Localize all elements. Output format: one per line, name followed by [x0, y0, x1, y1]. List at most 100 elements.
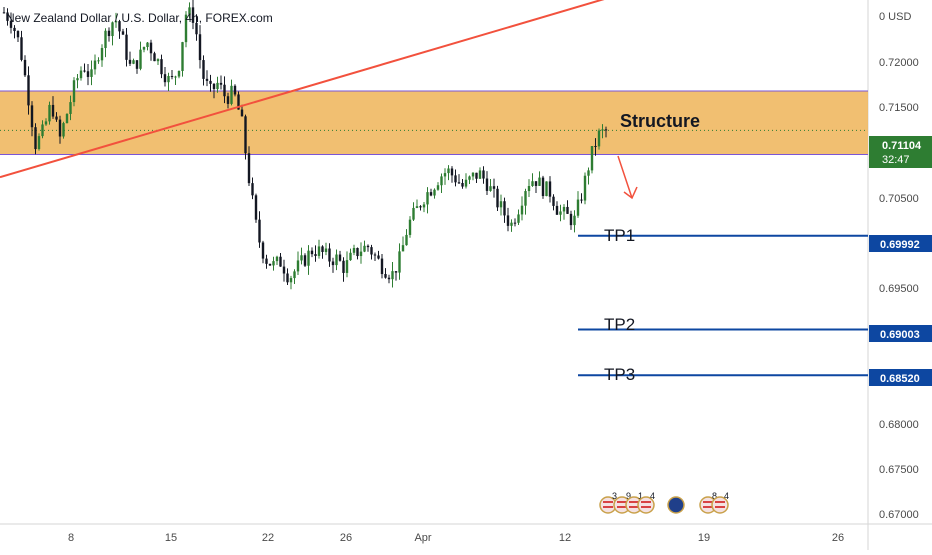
candle-body: [461, 183, 464, 187]
candle-body: [433, 189, 436, 196]
tp3-label: TP3: [604, 365, 635, 384]
candle-body: [128, 59, 132, 64]
structure-zone[interactable]: [0, 90, 868, 155]
candle-body: [331, 261, 335, 266]
candle-body: [576, 199, 580, 216]
candle-body: [475, 172, 478, 179]
us-flag-icon[interactable]: 4: [637, 491, 655, 514]
candle-body: [296, 260, 300, 272]
candle-body: [443, 173, 447, 177]
candle-body: [65, 113, 69, 124]
candle-body: [268, 263, 272, 266]
candle-body: [261, 242, 265, 259]
tp1-label: TP1: [604, 226, 635, 245]
candle-body: [454, 175, 457, 183]
candle-body: [520, 205, 524, 215]
candle-body: [27, 75, 30, 106]
time-tick: 15: [165, 532, 177, 544]
candle-body: [293, 271, 296, 279]
candle-body: [356, 247, 359, 257]
trendline[interactable]: [0, 0, 752, 179]
candle-body: [13, 27, 16, 32]
candle-body: [212, 83, 216, 90]
price-tick: 0.71500: [879, 102, 919, 114]
candle-body: [244, 116, 247, 154]
tp1-price-tag: 0.69992: [869, 235, 932, 252]
candle-body: [380, 258, 384, 275]
candle-body: [233, 85, 237, 95]
candle-body: [471, 172, 475, 177]
candle-body: [286, 273, 289, 283]
nz-flag-icon[interactable]: [667, 496, 685, 514]
candle-body: [223, 84, 226, 97]
candle-body: [156, 59, 160, 62]
candle-body: [230, 85, 233, 104]
candle-body: [104, 30, 107, 49]
plot-background: [0, 0, 868, 524]
candle-body: [450, 168, 454, 176]
candle-body: [135, 60, 139, 69]
countdown-timer: 32:47: [882, 154, 910, 166]
candle-body: [569, 213, 573, 226]
candle-body: [300, 255, 303, 261]
us-flag-icon[interactable]: 4: [711, 491, 729, 514]
candle-body: [394, 271, 398, 273]
candle-body: [583, 175, 587, 201]
tp2-label: TP2: [604, 315, 635, 334]
time-tick: 26: [832, 532, 844, 544]
candle-body: [457, 182, 461, 184]
candle-body: [195, 22, 198, 35]
candle-body: [573, 215, 576, 226]
candle-body: [422, 204, 426, 208]
candle-body: [254, 195, 258, 220]
candle-body: [517, 214, 520, 223]
candle-body: [37, 136, 41, 150]
candle-body: [90, 69, 93, 77]
time-tick: 8: [68, 532, 74, 544]
candle-body: [114, 21, 118, 23]
candle-body: [562, 206, 566, 212]
candle-body: [76, 78, 79, 81]
candle-body: [198, 34, 202, 61]
candle-body: [338, 254, 342, 261]
candle-body: [506, 215, 510, 226]
candle-body: [125, 34, 128, 60]
candle-body: [121, 31, 125, 35]
candle-body: [174, 76, 177, 78]
candle-body: [359, 251, 363, 257]
candle-body: [352, 247, 356, 253]
price-tick: 0.69500: [879, 283, 919, 295]
candle-body: [219, 82, 223, 85]
candle-body: [391, 271, 394, 280]
candle-body: [601, 129, 604, 131]
candle-body: [30, 105, 34, 128]
price-axis-currency[interactable]: 0 USD: [879, 11, 911, 23]
candle-body: [58, 119, 62, 137]
candle-body: [51, 104, 55, 117]
candle-body: [464, 179, 468, 187]
candle-body: [489, 186, 492, 191]
candle-body: [226, 96, 230, 104]
price-tick: 0.68000: [879, 419, 919, 431]
time-tick: 22: [262, 532, 274, 544]
candle-body: [345, 260, 349, 273]
candle-body: [205, 78, 209, 81]
candle-body: [580, 199, 583, 201]
candle-body: [342, 260, 345, 273]
candle-body: [62, 123, 65, 137]
event-count: 1: [638, 491, 643, 501]
candle-body: [83, 70, 86, 72]
current-price-value: 0.71104: [882, 140, 922, 152]
candle-body: [440, 176, 443, 186]
candle-body: [349, 252, 352, 261]
candle-body: [387, 277, 391, 280]
candle-body: [44, 121, 48, 125]
candle-body: [167, 76, 170, 83]
tp1-price-value: 0.69992: [880, 239, 920, 251]
candle-body: [335, 254, 338, 266]
candle-body: [555, 205, 559, 215]
candle-body: [69, 102, 72, 114]
candle-body: [499, 201, 503, 208]
candle-body: [587, 170, 590, 176]
